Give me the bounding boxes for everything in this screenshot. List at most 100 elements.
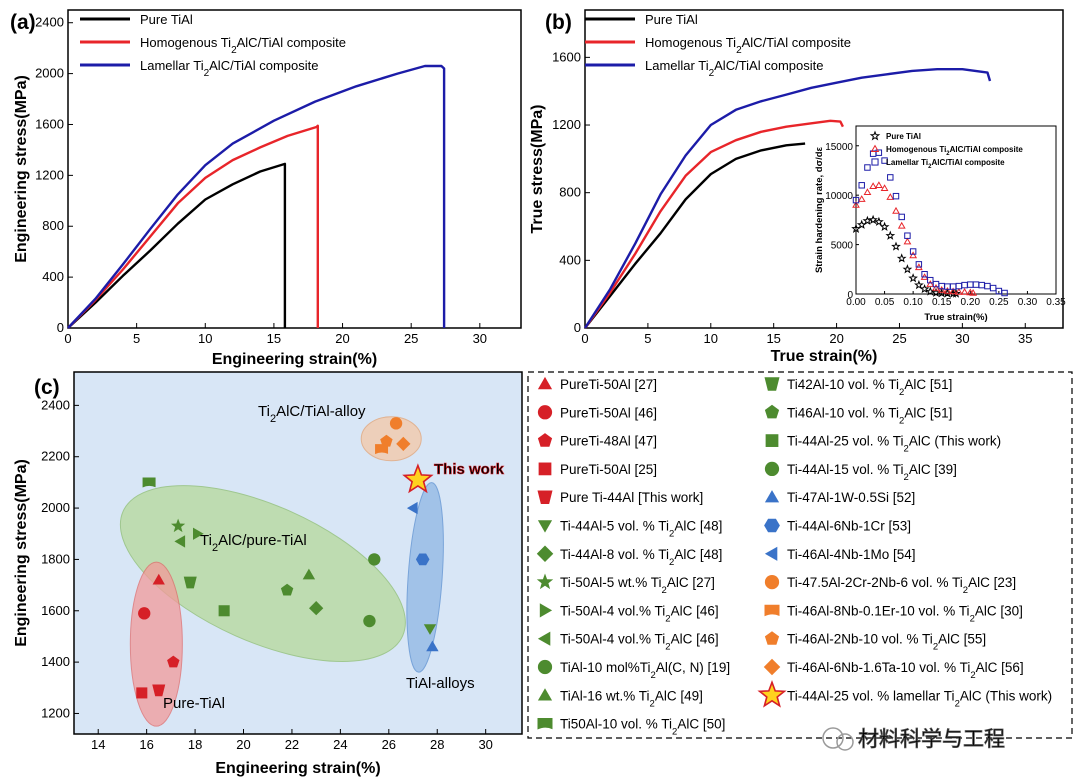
y-axis-label: Engineering stress(MPa) [13, 75, 30, 263]
x-tick-label: 0.20 [961, 297, 981, 308]
data-point [389, 417, 403, 430]
data-point [302, 568, 316, 580]
group-ellipse-pure-tial [129, 561, 183, 727]
x-tick-label: 25 [892, 331, 906, 346]
x-tick-label: 0.35 [1046, 297, 1066, 308]
y-tick-label: 1600 [552, 49, 581, 64]
inset-legend-marker [870, 144, 880, 152]
data-point [193, 527, 204, 540]
inset-point [919, 283, 930, 294]
y-tick-label: 2000 [41, 500, 70, 515]
plot-frame [67, 9, 522, 329]
y-tick-label: 1200 [41, 705, 70, 720]
inset-point [852, 200, 860, 208]
inset-point [875, 149, 883, 156]
legend-marker [539, 603, 553, 618]
x-tick-label: 0.30 [1018, 297, 1038, 308]
legend-frame [527, 371, 1073, 739]
legend-marker [764, 490, 780, 503]
data-point [167, 655, 180, 668]
legend-entry: Ti-46Al-4Nb-1Mo [54] [787, 547, 916, 562]
x-tick-label: 25 [404, 331, 418, 346]
inset-point [951, 288, 961, 298]
legend-marker [536, 573, 554, 590]
x-tick-label: 18 [188, 737, 202, 752]
inset-point [915, 261, 923, 268]
series-line [584, 142, 806, 329]
inset-point [874, 216, 884, 226]
data-point [174, 535, 186, 548]
legend-marker [764, 631, 780, 645]
legend-marker [537, 659, 553, 675]
legend-marker [537, 376, 553, 390]
legend-entry: PureTi-50Al [25] [560, 462, 657, 477]
inset-point [932, 283, 940, 291]
x-tick-label: 28 [430, 737, 444, 752]
legend-marker [537, 520, 553, 533]
inset-point [863, 188, 872, 195]
panel-a: 0 5 10 15 20 25 30 0 400 800 1200 1600 2000 2400 Pure … [10, 9, 522, 368]
y-tick-label: 400 [559, 252, 581, 267]
legend-entry: Ti-44Al-6Nb-1Cr [53] [787, 519, 911, 534]
data-point [396, 436, 411, 451]
group-label-this-work: This work [434, 461, 505, 478]
inset-point [857, 195, 866, 202]
y-tick-label: 2400 [41, 397, 70, 412]
legend-marker [538, 462, 552, 476]
inset-point [852, 196, 860, 204]
data-point [309, 601, 324, 616]
legend-marker [537, 688, 553, 701]
x-axis-label: Engineering strain(%) [215, 760, 380, 777]
x-tick-label: 10 [198, 331, 212, 346]
x-tick-label: 0 [64, 331, 71, 346]
inset-point [869, 182, 878, 189]
legend-entry: Pure Ti-44Al [This work] [560, 490, 703, 505]
series-line [67, 64, 446, 329]
inset-point [887, 174, 894, 181]
inset-y-label: Strain hardening rate, dσ/dε [814, 146, 825, 273]
x-axis-label: True strain(%) [771, 348, 878, 365]
legend-label: Pure TiAl [645, 12, 698, 27]
data-point [402, 463, 434, 494]
wechat-icon-inner [836, 733, 854, 751]
legend-label: Pure TiAl [140, 12, 193, 27]
inset-point [858, 182, 865, 189]
panel-label: (b) [545, 11, 572, 34]
y-tick-label: 2400 [35, 15, 64, 30]
y-tick-label: 1600 [35, 116, 64, 131]
watermark: 材料科学与工程 [822, 727, 1005, 751]
y-tick-label: 800 [559, 185, 581, 200]
legend-marker [764, 518, 780, 533]
inset-point [896, 253, 907, 263]
inset-point [897, 221, 906, 229]
x-tick-label: 20 [335, 331, 349, 346]
y-axis-label: True stress(MPa) [529, 105, 546, 234]
y-tick-label: 5000 [831, 241, 854, 252]
legend-marker [537, 490, 553, 504]
x-tick-label: 30 [955, 331, 969, 346]
inset-point [880, 184, 889, 191]
legend-marker [765, 434, 779, 447]
legend-marker [537, 631, 551, 646]
inset-point [868, 214, 878, 225]
legend-marker [764, 604, 780, 617]
x-tick-label: 20 [829, 331, 843, 346]
y-tick-label: 15000 [825, 142, 853, 153]
legend-marker [757, 680, 787, 708]
x-tick-label: 15 [766, 331, 780, 346]
data-point [375, 444, 389, 455]
legend-marker [763, 658, 781, 676]
legend-marker [764, 377, 780, 391]
x-tick-label: 30 [478, 737, 492, 752]
panel-label: (c) [34, 376, 60, 399]
inset-point [937, 285, 946, 293]
series-line [67, 162, 287, 329]
y-tick-label: 1600 [41, 603, 70, 618]
x-tick-label: 0.00 [846, 297, 866, 308]
y-tick-label: 0 [574, 320, 581, 335]
y-tick-label: 1200 [552, 117, 581, 132]
inset-point [891, 241, 901, 251]
inset-point [902, 264, 913, 274]
